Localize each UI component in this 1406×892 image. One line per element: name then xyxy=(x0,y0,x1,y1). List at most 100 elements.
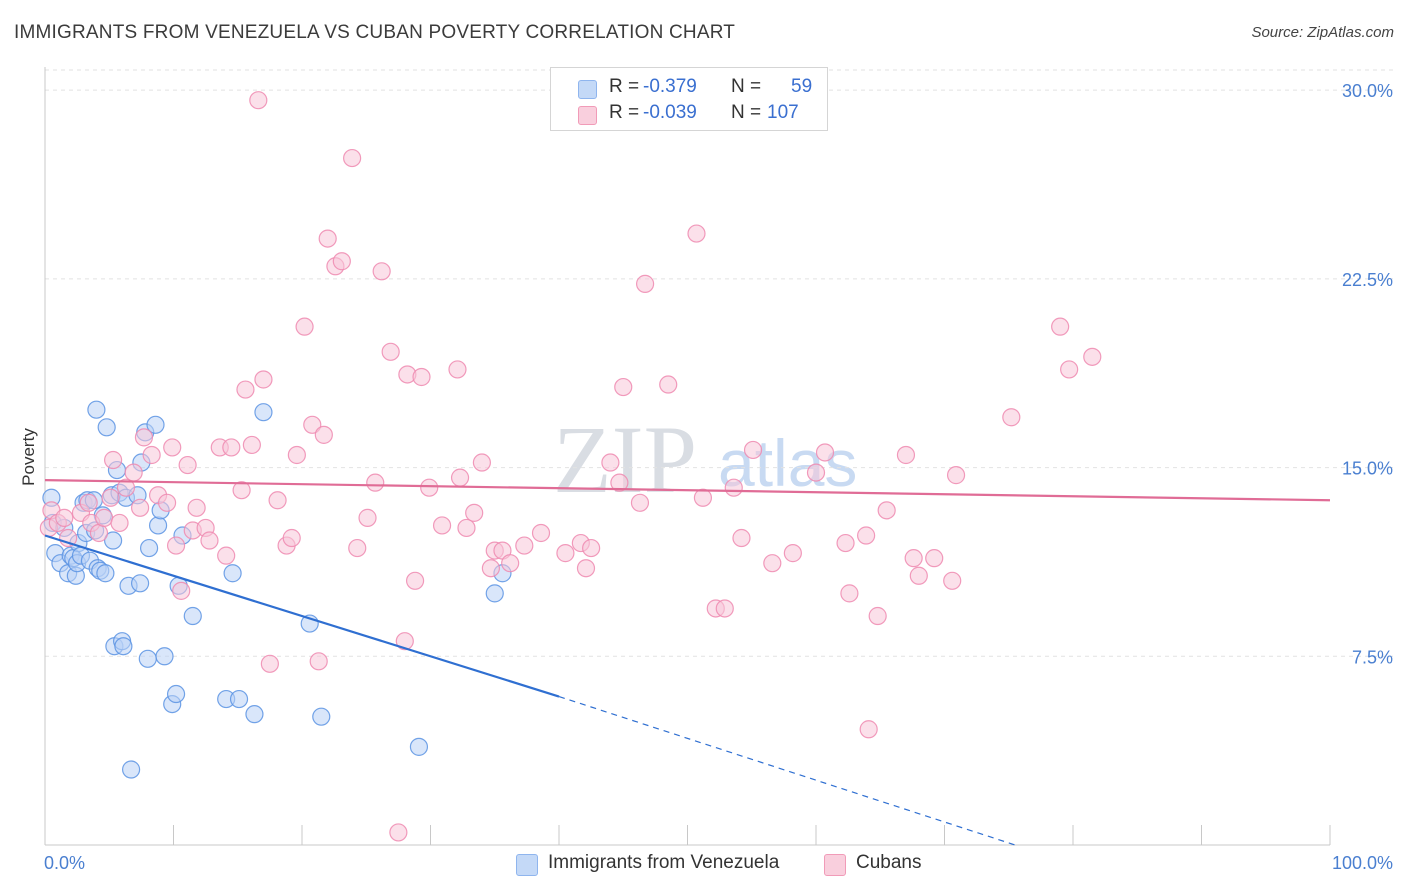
point-cubans xyxy=(946,466,966,485)
legend-item-venezuela[interactable]: Immigrants from Venezuela xyxy=(516,852,806,876)
point-cubans xyxy=(187,498,206,517)
point-cubans xyxy=(332,252,351,271)
point-cubans xyxy=(610,473,629,492)
legend-swatch-cubans xyxy=(824,854,846,876)
point-cubans xyxy=(840,584,859,603)
point-cubans xyxy=(142,445,161,465)
point-cubans xyxy=(303,415,322,434)
point-cubans xyxy=(465,503,484,522)
y-axis-label: Poverty xyxy=(19,428,38,486)
point-venezuela xyxy=(254,403,273,422)
point-cubans xyxy=(163,438,182,457)
point-venezuela xyxy=(146,415,165,434)
point-venezuela xyxy=(148,516,168,535)
point-cubans xyxy=(217,546,236,565)
point-cubans xyxy=(178,455,197,475)
legend-label-cubans: Cubans xyxy=(856,852,922,873)
point-cubans xyxy=(783,544,802,563)
point-cubans xyxy=(763,554,782,573)
point-cubans xyxy=(79,493,98,512)
watermark-zip: ZIP xyxy=(553,406,697,513)
point-cubans xyxy=(432,516,452,535)
point-cubans xyxy=(381,342,400,361)
point-cubans xyxy=(282,528,301,548)
point-cubans xyxy=(1051,317,1070,336)
point-venezuela xyxy=(223,564,242,583)
point-cubans xyxy=(130,498,150,517)
point-cubans xyxy=(732,528,751,548)
point-cubans xyxy=(232,481,251,500)
point-cubans xyxy=(724,478,743,497)
stats-row-venezuela: R = -0.379 N = 59 xyxy=(551,76,827,102)
series-cubans xyxy=(39,91,1102,842)
point-cubans xyxy=(857,526,876,545)
swatch-cubans xyxy=(578,106,597,125)
r-label: R = xyxy=(609,102,640,123)
trendline-cubans xyxy=(44,479,1331,502)
point-cubans xyxy=(343,148,362,168)
stats-box: R = -0.379 N = 59 R = -0.039 N = 107 xyxy=(550,67,828,131)
point-venezuela xyxy=(138,649,157,668)
point-cubans xyxy=(715,599,734,618)
point-venezuela xyxy=(312,707,331,726)
y-tick-label: 7.5% xyxy=(1352,647,1393,667)
point-cubans xyxy=(868,606,887,626)
point-cubans xyxy=(254,370,273,389)
point-cubans xyxy=(472,453,491,472)
point-cubans xyxy=(104,450,123,470)
point-cubans xyxy=(582,538,601,558)
swatch-venezuela xyxy=(578,80,597,99)
point-cubans xyxy=(222,438,241,457)
point-cubans xyxy=(318,229,337,248)
point-venezuela xyxy=(229,689,249,709)
x-tick-label-min: 0.0% xyxy=(44,853,85,873)
legend-item-cubans[interactable]: Cubans xyxy=(824,852,934,876)
point-cubans xyxy=(134,428,154,447)
point-cubans xyxy=(450,468,470,487)
point-venezuela xyxy=(121,760,141,779)
point-cubans xyxy=(236,380,255,399)
r-label: R = xyxy=(609,76,640,97)
point-cubans xyxy=(909,566,928,585)
trendline-venezuela-extension xyxy=(558,695,1016,846)
point-venezuela xyxy=(104,531,123,550)
point-cubans xyxy=(412,367,431,387)
point-cubans xyxy=(249,91,268,110)
source-label: Source: ZipAtlas.com xyxy=(1251,24,1394,41)
point-cubans xyxy=(859,720,878,739)
point-cubans xyxy=(405,571,425,590)
point-cubans xyxy=(295,317,314,336)
point-cubans xyxy=(166,536,186,555)
point-cubans xyxy=(101,488,120,507)
point-cubans xyxy=(366,473,385,492)
point-cubans xyxy=(501,554,520,573)
point-cubans xyxy=(55,508,74,527)
r-value: -0.379 xyxy=(643,76,697,97)
point-cubans xyxy=(481,559,500,578)
point-cubans xyxy=(1002,408,1021,427)
trendline-venezuela xyxy=(44,534,560,698)
y-tick-label: 22.5% xyxy=(1342,270,1393,290)
point-cubans xyxy=(1060,360,1079,379)
legend-swatch-venezuela xyxy=(516,854,538,876)
point-cubans xyxy=(614,377,633,397)
zipatlas-watermark: ZIP atlas xyxy=(553,406,857,513)
point-cubans xyxy=(815,443,835,462)
point-cubans xyxy=(372,262,391,281)
n-value: 107 xyxy=(767,102,799,123)
point-cubans xyxy=(687,224,706,243)
point-cubans xyxy=(268,491,287,510)
point-venezuela xyxy=(155,647,174,666)
point-cubans xyxy=(659,375,678,394)
y-tick-label: 15.0% xyxy=(1342,459,1393,479)
point-cubans xyxy=(743,440,763,460)
point-cubans xyxy=(576,559,596,578)
chart-title: IMMIGRANTS FROM VENEZUELA VS CUBAN POVER… xyxy=(14,22,736,43)
point-cubans xyxy=(89,523,109,543)
point-cubans xyxy=(896,445,916,465)
point-cubans xyxy=(287,445,306,465)
point-cubans xyxy=(172,581,191,600)
point-cubans xyxy=(448,360,467,379)
point-venezuela xyxy=(96,564,115,583)
point-venezuela xyxy=(183,606,202,626)
